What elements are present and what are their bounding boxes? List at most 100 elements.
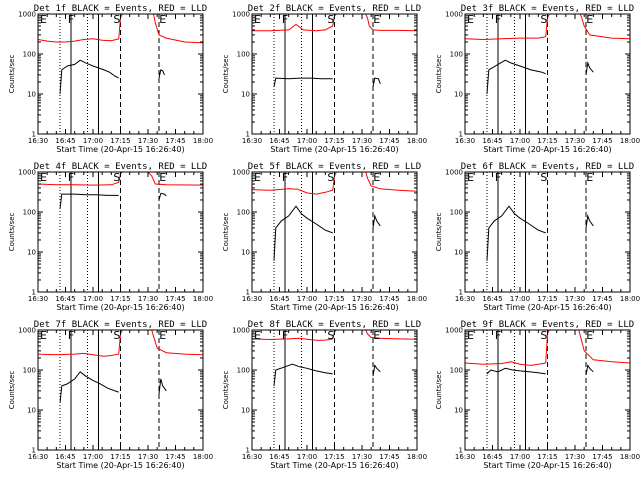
panel-data — [465, 14, 630, 95]
y-tick-label: 100 — [237, 367, 250, 375]
x-tick-label: 17:00 — [510, 453, 530, 461]
y-tick-label: 10 — [27, 91, 36, 99]
lld-series-line — [365, 172, 417, 192]
lld-series-line — [465, 14, 550, 41]
x-axis-label: Start Time (20-Apr-15 16:26:40) — [270, 303, 398, 312]
y-tick-label: 10 — [454, 91, 463, 99]
x-tick-label: 17:15 — [324, 295, 344, 303]
panel-title: Det 7f BLACK = Events, RED = LLD — [34, 320, 207, 330]
events-series-line — [273, 205, 333, 261]
y-tick-label: 1000 — [18, 327, 36, 335]
event-marker: E — [159, 329, 166, 342]
x-tick-label: 16:45 — [269, 137, 289, 145]
y-tick-label: 1 — [246, 447, 250, 455]
event-marker: F — [68, 329, 74, 342]
panel-title: Det 6f BLACK = Events, RED = LLD — [461, 162, 634, 172]
x-tick-label: 17:00 — [297, 137, 317, 145]
lld-series-line — [151, 330, 203, 356]
y-axis-label: Counts/sec — [222, 213, 230, 252]
x-tick-label: 17:15 — [324, 137, 344, 145]
event-marker: E — [373, 171, 380, 184]
x-tick-label: 18:00 — [620, 137, 640, 145]
x-tick-label: 17:45 — [165, 453, 185, 461]
event-marker: F — [68, 13, 74, 26]
events-series-line — [486, 205, 546, 261]
lld-series-line — [578, 330, 630, 364]
x-tick-label: 16:45 — [55, 295, 75, 303]
x-tick-label: 17:30 — [565, 137, 585, 145]
x-axis-label: Start Time (20-Apr-15 16:26:40) — [56, 303, 184, 312]
event-marker: E — [373, 329, 380, 342]
x-tick-label: 17:15 — [110, 453, 130, 461]
event-marker: F — [495, 329, 501, 342]
y-tick-label: 10 — [241, 407, 250, 415]
y-tick-label: 100 — [450, 367, 463, 375]
y-tick-label: 1000 — [232, 327, 250, 335]
y-tick-label: 100 — [237, 209, 250, 217]
x-tick-label: 16:45 — [482, 137, 502, 145]
y-tick-label: 100 — [450, 209, 463, 217]
y-tick-label: 1 — [459, 447, 463, 455]
event-marker: E — [254, 13, 261, 26]
events-series-line — [585, 60, 594, 75]
lld-series-line — [153, 14, 203, 44]
lld-series-line — [147, 172, 203, 186]
y-tick-label: 1000 — [232, 169, 250, 177]
x-tick-label: 18:00 — [193, 453, 213, 461]
x-tick-label: 17:30 — [138, 453, 158, 461]
y-axis-label: Counts/sec — [8, 55, 16, 94]
x-tick-label: 17:15 — [537, 137, 557, 145]
events-series-line — [158, 69, 165, 79]
event-marker: F — [495, 171, 501, 184]
x-tick-label: 17:45 — [592, 453, 612, 461]
event-marker: E — [586, 13, 593, 26]
x-tick-label: 16:45 — [482, 295, 502, 303]
events-series-line — [158, 192, 167, 201]
events-series-line — [273, 363, 333, 386]
x-tick-label: 18:00 — [193, 137, 213, 145]
y-tick-label: 1000 — [445, 327, 463, 335]
lld-series-line — [365, 330, 417, 340]
x-tick-label: 16:45 — [482, 453, 502, 461]
events-series-line — [585, 364, 594, 376]
y-axis-label: Counts/sec — [222, 55, 230, 94]
panel-data — [252, 330, 417, 386]
y-axis-label: Counts/sec — [435, 213, 443, 252]
lld-series-line — [38, 172, 123, 186]
x-tick-label: 16:30 — [28, 137, 48, 145]
y-tick-label: 1 — [246, 131, 250, 139]
x-tick-label: 18:00 — [620, 295, 640, 303]
x-tick-label: 16:45 — [55, 137, 75, 145]
panel-data — [465, 330, 630, 376]
x-tick-label: 17:00 — [297, 453, 317, 461]
panel-title: Det 2f BLACK = Events, RED = LLD — [248, 4, 421, 14]
x-tick-label: 16:45 — [269, 295, 289, 303]
x-tick-label: 18:00 — [407, 137, 427, 145]
x-tick-label: 16:30 — [242, 137, 262, 145]
x-tick-label: 17:30 — [565, 453, 585, 461]
event-marker: S — [327, 171, 334, 184]
events-series-line — [486, 59, 546, 95]
y-tick-label: 10 — [27, 407, 36, 415]
event-marker: F — [282, 13, 288, 26]
y-tick-label: 100 — [450, 51, 463, 59]
y-tick-label: 100 — [23, 51, 36, 59]
panel-title: Det 4f BLACK = Events, RED = LLD — [34, 162, 207, 172]
x-tick-label: 17:00 — [297, 295, 317, 303]
lld-series-line — [252, 330, 337, 341]
x-tick-label: 18:00 — [407, 453, 427, 461]
lld-series-line — [365, 14, 417, 32]
event-marker: E — [254, 171, 261, 184]
x-tick-label: 16:30 — [28, 295, 48, 303]
y-axis-label: Counts/sec — [435, 55, 443, 94]
x-tick-label: 17:45 — [592, 295, 612, 303]
event-marker: E — [467, 329, 474, 342]
y-axis-label: Counts/sec — [435, 371, 443, 410]
panel-data — [252, 14, 417, 88]
event-marker: E — [586, 171, 593, 184]
y-axis-label: Counts/sec — [8, 213, 16, 252]
